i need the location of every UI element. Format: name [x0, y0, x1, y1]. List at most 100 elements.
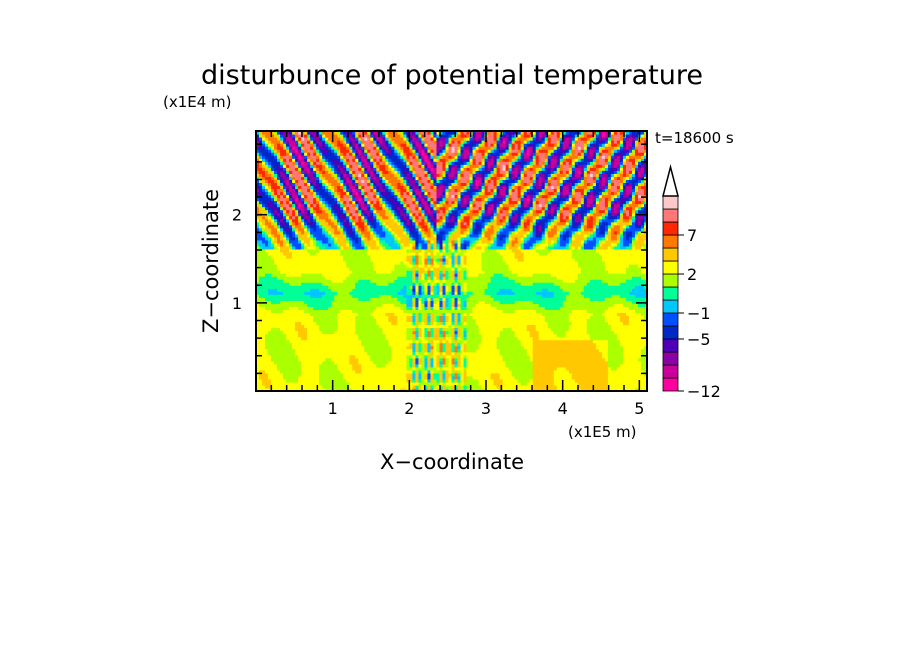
heatmap-cell	[361, 381, 365, 386]
heatmap-cell	[460, 303, 465, 307]
heatmap-cell	[430, 312, 435, 317]
heatmap-cell	[529, 324, 534, 329]
heatmap-cell	[418, 387, 423, 391]
heatmap-cell	[256, 324, 260, 329]
heatmap-cell	[304, 372, 308, 377]
heatmap-cell	[634, 288, 639, 292]
heatmap-cell	[580, 312, 585, 317]
heatmap-cell	[550, 300, 555, 304]
heatmap-cell	[466, 378, 471, 383]
heatmap-cell	[505, 354, 510, 359]
heatmap-cell	[418, 276, 423, 280]
heatmap-cell	[586, 351, 591, 356]
heatmap-cell	[574, 279, 579, 283]
heatmap-cell	[394, 354, 398, 359]
heatmap-cell	[391, 285, 395, 289]
heatmap-cell	[472, 357, 477, 362]
heatmap-cell	[499, 369, 504, 374]
heatmap-cell	[436, 324, 441, 329]
heatmap-cell	[499, 315, 504, 320]
heatmap-cell	[262, 336, 266, 341]
heatmap-cell	[409, 375, 413, 380]
heatmap-cell	[448, 333, 453, 338]
heatmap-cell	[568, 351, 573, 356]
heatmap-cell	[532, 354, 537, 359]
heatmap-cell	[427, 282, 432, 286]
heatmap-cell	[331, 345, 335, 350]
heatmap-cell	[592, 285, 597, 289]
heatmap-cell	[565, 348, 570, 353]
heatmap-cell	[271, 315, 275, 320]
heatmap-cell	[409, 327, 413, 332]
heatmap-cell	[424, 387, 429, 391]
heatmap-cell	[565, 357, 570, 362]
heatmap-cell	[592, 300, 597, 304]
heatmap-cell	[427, 294, 432, 298]
heatmap-cell	[331, 327, 335, 332]
heatmap-cell	[271, 363, 275, 368]
heatmap-cell	[409, 288, 413, 292]
heatmap-cell	[322, 297, 326, 301]
heatmap-cell	[280, 324, 284, 329]
heatmap-cell	[283, 324, 287, 329]
heatmap-cell	[466, 300, 471, 304]
heatmap-cell	[502, 297, 507, 301]
heatmap-cell	[547, 342, 552, 347]
heatmap-cell	[454, 363, 459, 368]
heatmap-cell	[304, 321, 308, 326]
heatmap-cell	[406, 291, 410, 295]
heatmap-cell	[496, 384, 501, 389]
heatmap-cell	[562, 384, 567, 389]
heatmap-cell	[427, 315, 432, 320]
heatmap-cell	[352, 363, 356, 368]
heatmap-cell	[472, 330, 477, 335]
heatmap-cell	[355, 315, 359, 320]
heatmap-cell	[322, 321, 326, 326]
heatmap-cell	[307, 366, 311, 371]
heatmap-cell	[586, 360, 591, 365]
heatmap-cell	[334, 357, 338, 362]
heatmap-cell	[472, 276, 477, 280]
heatmap-cell	[298, 303, 302, 307]
heatmap-cell	[418, 318, 423, 323]
heatmap-cell	[355, 294, 359, 298]
heatmap-cell	[544, 366, 549, 371]
heatmap-cell	[289, 273, 293, 277]
heatmap-cell	[607, 297, 612, 301]
heatmap-cell	[493, 294, 498, 298]
heatmap-cell	[643, 375, 647, 380]
heatmap-cell	[541, 312, 546, 317]
heatmap-cell	[607, 294, 612, 298]
heatmap-cell	[544, 330, 549, 335]
heatmap-cell	[598, 381, 603, 386]
heatmap-cell	[289, 366, 293, 371]
heatmap-cell	[451, 324, 456, 329]
heatmap-cell	[469, 309, 474, 313]
heatmap-cell	[580, 309, 585, 313]
heatmap-cell	[295, 306, 299, 310]
heatmap-cell	[466, 321, 471, 326]
heatmap-cell	[448, 375, 453, 380]
heatmap-cell	[628, 312, 633, 317]
heatmap-cell	[454, 360, 459, 365]
heatmap-cell	[562, 285, 567, 289]
heatmap-cell	[373, 354, 377, 359]
heatmap-cell	[448, 366, 453, 371]
heatmap-cell	[391, 315, 395, 320]
heatmap-cell	[640, 303, 645, 307]
heatmap-cell	[388, 378, 392, 383]
heatmap-cell	[409, 345, 413, 350]
heatmap-cell	[469, 369, 474, 374]
heatmap-cell	[457, 381, 462, 386]
heatmap-cell	[553, 372, 558, 377]
heatmap-cell	[271, 285, 275, 289]
heatmap-cell	[523, 351, 528, 356]
heatmap-cell	[424, 324, 429, 329]
heatmap-cell	[604, 378, 609, 383]
heatmap-cell	[316, 351, 320, 356]
heatmap-cell	[313, 300, 317, 304]
heatmap-cell	[325, 342, 329, 347]
heatmap-cell	[301, 342, 305, 347]
heatmap-cell	[406, 366, 410, 371]
heatmap-cell	[322, 327, 326, 332]
